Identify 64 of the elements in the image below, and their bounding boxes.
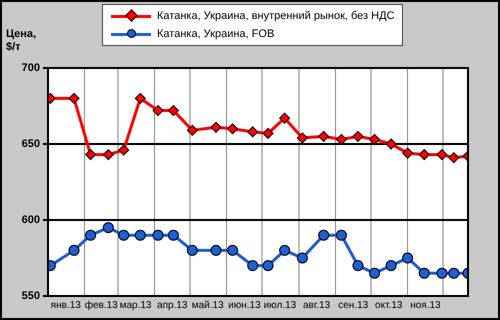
point [68, 244, 80, 256]
point [448, 268, 460, 279]
x-tick-label: фев.13 [84, 300, 118, 311]
point [102, 222, 114, 234]
point [296, 252, 308, 264]
point [118, 144, 130, 156]
legend-label: Катанка, Украина, внутренний рынок, без НДС [157, 10, 394, 22]
point [418, 268, 430, 279]
x-tick-label: сен.13 [338, 300, 369, 311]
point [386, 260, 397, 272]
point [352, 260, 364, 272]
x-tick-label: ноя.13 [410, 300, 442, 311]
point [85, 149, 96, 160]
point [134, 230, 146, 241]
point [168, 230, 179, 241]
point [386, 138, 397, 150]
point [418, 149, 430, 160]
point [247, 260, 258, 272]
point [118, 230, 130, 241]
x-tick-label: июн.13 [228, 300, 262, 311]
point [210, 122, 222, 133]
x-tick-label: май.13 [192, 300, 224, 311]
x-tick-label: окт.13 [375, 300, 403, 311]
point [227, 123, 238, 134]
x-tick-label: июл.13 [264, 300, 297, 311]
point [68, 92, 80, 104]
point [279, 244, 290, 256]
point [152, 105, 164, 116]
point [352, 130, 364, 142]
x-tick-label: мар.13 [120, 300, 152, 311]
point [448, 152, 460, 164]
point [186, 244, 198, 256]
point [436, 149, 448, 160]
point [262, 128, 274, 139]
point [168, 105, 179, 116]
point [369, 268, 380, 279]
point [296, 132, 308, 144]
point [369, 134, 380, 145]
y-axis-title: Цена, $/т [6, 28, 38, 54]
point [402, 252, 414, 264]
point [402, 148, 414, 159]
point [279, 112, 290, 124]
point [247, 126, 258, 138]
x-tick-label: апр.13 [157, 300, 188, 311]
point [227, 244, 238, 256]
y-tick-label: 650 [22, 138, 40, 150]
point [318, 230, 330, 241]
point [102, 149, 114, 160]
point [186, 124, 198, 136]
legend-label: Катанка, Украина, FOB [157, 28, 274, 40]
point [152, 230, 164, 241]
y-tick-label: 700 [22, 62, 40, 74]
point [436, 268, 448, 279]
y-tick-label: 600 [22, 214, 40, 226]
point [85, 230, 96, 241]
point [318, 130, 330, 142]
x-tick-label: авг.13 [302, 300, 331, 311]
y-tick-label: 550 [22, 290, 40, 302]
point [134, 92, 146, 104]
point [262, 260, 274, 272]
point [210, 244, 222, 256]
point [336, 230, 347, 241]
point [336, 134, 347, 145]
x-tick-label: янв.13 [50, 300, 82, 311]
